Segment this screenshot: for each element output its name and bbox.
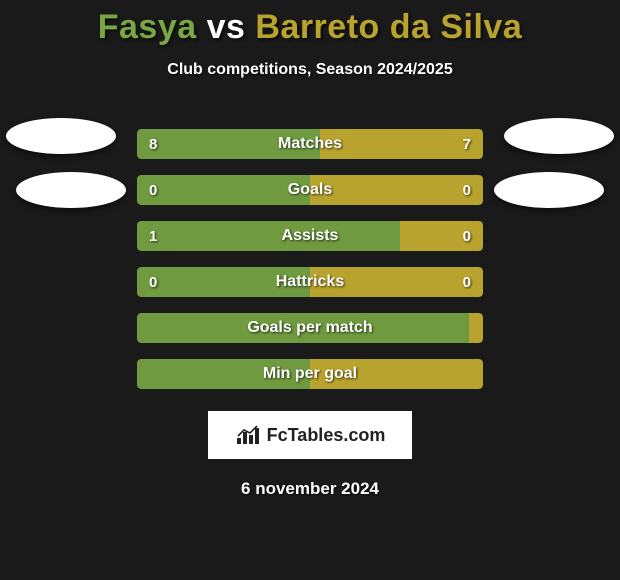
stat-row: Min per goal: [0, 351, 620, 397]
stat-value-player1: 8: [149, 129, 157, 159]
bar-track: 00Goals: [137, 175, 483, 205]
decorative-ellipse: [504, 118, 614, 154]
stat-value-player1: 0: [149, 267, 157, 297]
page-title: Fasya vs Barreto da Silva: [0, 0, 620, 47]
fctables-icon: [235, 424, 261, 446]
bar-track: Goals per match: [137, 313, 483, 343]
stat-value-player2: 0: [463, 221, 471, 251]
bar-player1: [137, 221, 400, 251]
date-text: 6 november 2024: [0, 479, 620, 499]
bar-player1: [137, 175, 310, 205]
stat-row: 00Hattricks: [0, 259, 620, 305]
stat-row: 10Assists: [0, 213, 620, 259]
attribution-logo: FcTables.com: [208, 411, 412, 459]
stat-value-player1: 1: [149, 221, 157, 251]
decorative-ellipse: [16, 172, 126, 208]
bar-player2: [310, 359, 483, 389]
bar-player2: [310, 175, 483, 205]
bar-player1: [137, 267, 310, 297]
stat-value-player2: 0: [463, 267, 471, 297]
subtitle: Club competitions, Season 2024/2025: [0, 61, 620, 79]
title-player2: Barreto da Silva: [255, 8, 522, 46]
comparison-chart: 87Matches00Goals10Assists00HattricksGoal…: [0, 121, 620, 397]
stat-value-player2: 7: [463, 129, 471, 159]
bar-track: 00Hattricks: [137, 267, 483, 297]
stat-value-player1: 0: [149, 175, 157, 205]
bar-track: 87Matches: [137, 129, 483, 159]
bar-player2: [320, 129, 483, 159]
title-player1: Fasya: [98, 8, 197, 46]
bar-player1: [137, 359, 310, 389]
decorative-ellipse: [494, 172, 604, 208]
bar-player2: [469, 313, 483, 343]
bar-player1: [137, 129, 320, 159]
title-vs: vs: [197, 8, 256, 46]
bar-track: Min per goal: [137, 359, 483, 389]
bar-player1: [137, 313, 469, 343]
fctables-text: FcTables.com: [267, 425, 386, 446]
decorative-ellipse: [6, 118, 116, 154]
stat-row: Goals per match: [0, 305, 620, 351]
stat-value-player2: 0: [463, 175, 471, 205]
bar-track: 10Assists: [137, 221, 483, 251]
bar-player2: [310, 267, 483, 297]
